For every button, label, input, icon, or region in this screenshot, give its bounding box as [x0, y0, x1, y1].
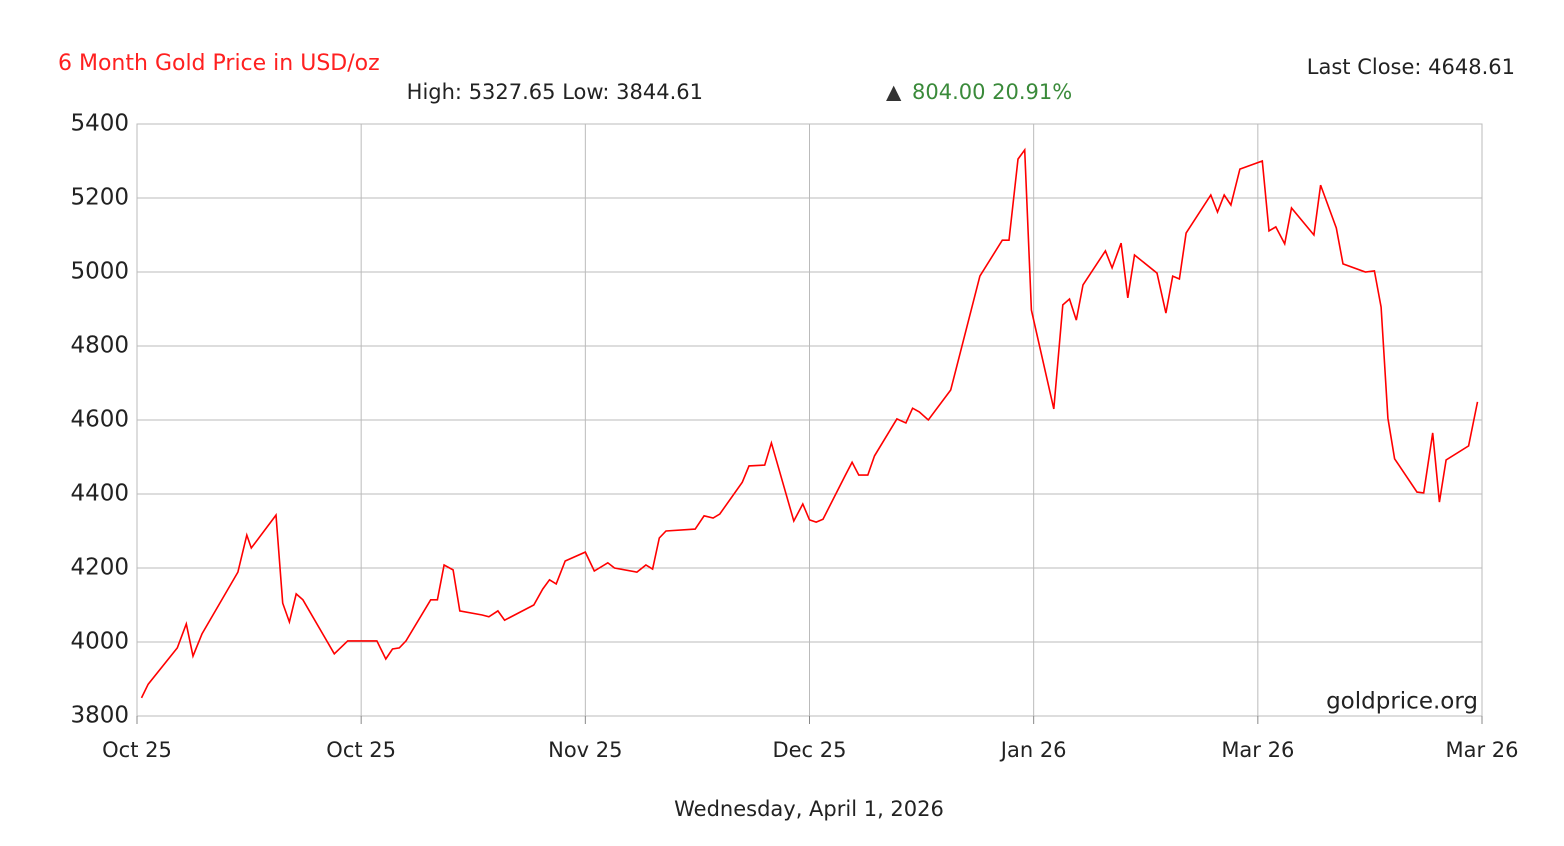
x-tick-label: Oct 25 [326, 738, 396, 762]
price-line [140, 147, 1479, 699]
chart-title: 6 Month Gold Price in USD/oz [58, 51, 380, 76]
y-tick-label: 5000 [70, 259, 129, 285]
y-tick-label: 4000 [70, 629, 129, 655]
x-tick-label: Mar 26 [1221, 738, 1294, 762]
y-tick-label: 3800 [70, 703, 129, 729]
y-tick-label: 4400 [70, 481, 129, 507]
change-symbol: ▲ [886, 80, 902, 104]
y-tick-label: 5200 [70, 185, 129, 211]
date: Wednesday, April 1, 2026 [674, 797, 944, 821]
y-tick-label: 4200 [70, 555, 129, 581]
y-tick-label: 4600 [70, 407, 129, 433]
y-tick-label: 5400 [70, 111, 129, 137]
y-tick-label: 4800 [70, 333, 129, 359]
x-tick-label: Mar 26 [1445, 738, 1518, 762]
summary: High: 5327.65 Low: 3844.61 [407, 80, 703, 104]
last-close: Last Close: 4648.61 [1307, 55, 1515, 79]
x-tick-label: Oct 25 [102, 738, 172, 762]
x-tick-label: Nov 25 [548, 738, 622, 762]
change: 804.00 20.91% [912, 80, 1072, 104]
watermark: goldprice.org [1326, 689, 1478, 715]
x-tick-label: Jan 26 [999, 738, 1067, 762]
x-tick-label: Dec 25 [772, 738, 846, 762]
